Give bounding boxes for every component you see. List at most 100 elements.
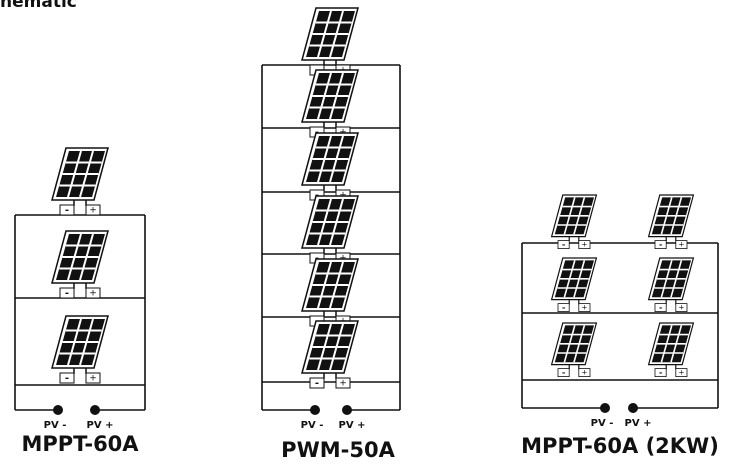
terminal-box xyxy=(578,240,591,250)
terminal-box xyxy=(578,368,591,378)
pv-terminal xyxy=(90,405,100,415)
pv-plus-label: PV + xyxy=(87,420,114,431)
pv-plus-label: PV + xyxy=(625,418,652,429)
terminal-minus: - xyxy=(659,368,662,377)
cell-gap xyxy=(67,233,82,281)
terminal-box xyxy=(578,303,591,313)
terminal-plus: + xyxy=(89,289,97,299)
solar-panel: -+ xyxy=(550,257,598,313)
terminal-box xyxy=(654,240,667,250)
cell-gap xyxy=(329,135,344,183)
terminal-minus: - xyxy=(562,240,565,249)
solar-panel: -+ xyxy=(301,69,359,138)
solar-panel: -+ xyxy=(301,320,359,389)
cell-gap xyxy=(573,325,586,363)
pv-minus-label: PV - xyxy=(591,418,614,429)
terminal-plus: + xyxy=(581,240,587,249)
terminal-box xyxy=(85,372,101,384)
solar-panel: -+ xyxy=(647,322,695,378)
cell-gap xyxy=(329,323,344,371)
pv-terminal xyxy=(342,405,352,415)
terminal-box xyxy=(654,303,667,313)
controller-label: PWM-50A xyxy=(281,438,395,462)
pv-minus-label: PV - xyxy=(44,420,67,431)
terminal-plus: + xyxy=(678,368,684,377)
terminal-box xyxy=(675,240,688,250)
cell-gap xyxy=(79,150,94,198)
cell-gap xyxy=(317,198,332,246)
cell-gap xyxy=(317,323,332,371)
cell-gap xyxy=(329,198,344,246)
pv-terminal xyxy=(628,403,638,413)
solar-panel: -+ xyxy=(550,322,598,378)
cell-gap xyxy=(329,10,344,58)
controller-label: MPPT-60A (2KW) xyxy=(521,434,719,458)
cell-gap xyxy=(660,260,673,298)
terminal-box xyxy=(557,240,570,250)
terminal-box xyxy=(557,368,570,378)
terminal-plus: + xyxy=(678,240,684,249)
terminal-box xyxy=(557,303,570,313)
cell-gap xyxy=(660,197,673,235)
cell-gap xyxy=(317,10,332,58)
cell-gap xyxy=(563,260,576,298)
terminal-box xyxy=(675,303,688,313)
page-title: hematic xyxy=(0,0,77,12)
cell-gap xyxy=(79,233,94,281)
terminal-box xyxy=(59,372,75,384)
pv-terminal xyxy=(600,403,610,413)
pv-terminal xyxy=(310,405,320,415)
solar-panel: -+ xyxy=(51,315,109,384)
solar-panel: -+ xyxy=(301,132,359,201)
solar-panel: -+ xyxy=(301,195,359,264)
cell-gap xyxy=(670,260,683,298)
cell-gap xyxy=(67,150,82,198)
cell-gap xyxy=(329,72,344,120)
cell-gap xyxy=(573,260,586,298)
cell-gap xyxy=(563,197,576,235)
controller-label: MPPT-60A xyxy=(21,432,139,456)
terminal-plus: + xyxy=(89,374,97,384)
terminal-plus: + xyxy=(678,303,684,312)
cell-gap xyxy=(79,318,94,366)
terminal-minus: - xyxy=(65,205,69,216)
solar-panel: -+ xyxy=(647,257,695,313)
terminal-minus: - xyxy=(562,368,565,377)
cell-gap xyxy=(670,197,683,235)
cell-gap xyxy=(67,318,82,366)
terminal-minus: - xyxy=(315,378,319,389)
pv-plus-label: PV + xyxy=(339,420,366,431)
terminal-plus: + xyxy=(339,379,347,389)
terminal-minus: - xyxy=(65,288,69,299)
cell-gap xyxy=(317,135,332,183)
solar-panel: -+ xyxy=(647,194,695,250)
cell-gap xyxy=(660,325,673,363)
terminal-plus: + xyxy=(89,206,97,216)
terminal-box xyxy=(654,368,667,378)
terminal-box xyxy=(309,377,325,389)
pv-minus-label: PV - xyxy=(301,420,324,431)
terminal-plus: + xyxy=(581,303,587,312)
solar-panel: -+ xyxy=(301,7,359,76)
solar-panel: -+ xyxy=(550,194,598,250)
cell-gap xyxy=(317,72,332,120)
terminal-box xyxy=(335,377,351,389)
terminal-minus: - xyxy=(659,303,662,312)
cell-gap xyxy=(563,325,576,363)
terminal-plus: + xyxy=(581,368,587,377)
terminal-box xyxy=(59,287,75,299)
solar-panel: -+ xyxy=(51,147,109,216)
cell-gap xyxy=(573,197,586,235)
terminal-box xyxy=(59,204,75,216)
cell-gap xyxy=(329,261,344,309)
terminal-minus: - xyxy=(659,240,662,249)
cell-gap xyxy=(670,325,683,363)
pv-terminal xyxy=(53,405,63,415)
terminal-box xyxy=(85,287,101,299)
terminal-box xyxy=(675,368,688,378)
cell-gap xyxy=(317,261,332,309)
terminal-box xyxy=(85,204,101,216)
terminal-minus: - xyxy=(562,303,565,312)
solar-panel: -+ xyxy=(51,230,109,299)
